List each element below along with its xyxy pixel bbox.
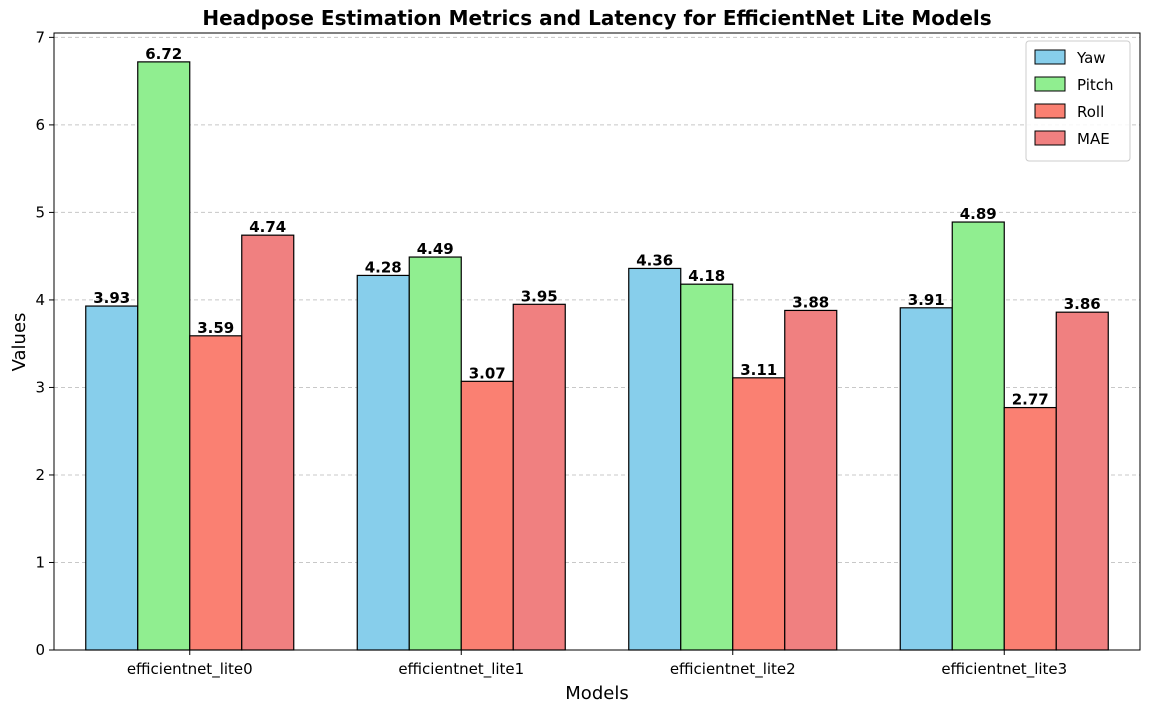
data-label: 6.72 — [145, 45, 182, 63]
legend-swatch — [1034, 49, 1066, 65]
bar-pitch-2 — [680, 283, 734, 651]
y-axis: 0 1 2 3 4 5 6 7 — [35, 28, 54, 659]
bar-pitch-1 — [408, 256, 462, 651]
y-tick-label: 1 — [35, 553, 45, 571]
legend-swatch — [1034, 103, 1066, 119]
data-label: 3.91 — [908, 291, 945, 309]
x-tick-label: efficientnet_lite3 — [941, 660, 1067, 679]
bar-roll-3 — [1003, 406, 1057, 651]
bar-yaw-1 — [356, 274, 410, 651]
y-tick-label: 3 — [35, 378, 45, 396]
bar-yaw-3 — [899, 307, 953, 651]
x-axis-label: Models — [565, 683, 628, 704]
y-tick-label: 0 — [35, 641, 45, 659]
data-label: 3.93 — [93, 289, 130, 307]
chart-title: Headpose Estimation Metrics and Latency … — [202, 6, 991, 30]
y-tick-label: 7 — [35, 28, 45, 46]
bar-mae-0 — [241, 234, 295, 651]
bars — [85, 61, 1109, 651]
data-label: 4.28 — [365, 258, 402, 276]
x-tick-label: efficientnet_lite2 — [670, 660, 796, 679]
legend-swatch — [1034, 130, 1066, 146]
data-label: 3.86 — [1064, 295, 1101, 313]
x-tick-label: efficientnet_lite1 — [398, 660, 524, 679]
x-axis: efficientnet_lite0 efficientnet_lite1 effi… — [127, 650, 1067, 679]
data-label: 4.89 — [960, 205, 997, 223]
y-axis-label: Values — [9, 313, 30, 372]
data-label: 3.88 — [792, 293, 829, 311]
bar-pitch-3 — [951, 221, 1005, 651]
bar-pitch-0 — [137, 61, 191, 651]
y-tick-label: 2 — [35, 466, 45, 484]
legend-label: Roll — [1077, 103, 1104, 121]
data-labels: 3.93 6.72 3.59 4.74 4.28 4.49 3.07 3.95 4.36 4.18… — [93, 45, 1101, 409]
plot-frame — [53, 32, 1141, 651]
bar-mae-3 — [1055, 311, 1109, 651]
bar-roll-2 — [732, 377, 786, 651]
bar-yaw-0 — [85, 305, 139, 651]
bar-yaw-2 — [628, 267, 682, 651]
legend-label: Yaw — [1076, 49, 1106, 67]
data-label: 3.59 — [197, 319, 234, 337]
y-tick-label: 5 — [35, 203, 45, 221]
data-label: 2.77 — [1012, 391, 1049, 409]
legend-label: Pitch — [1077, 76, 1114, 94]
legend-label: MAE — [1077, 130, 1110, 148]
bar-mae-1 — [512, 303, 566, 651]
y-tick-label: 6 — [35, 116, 45, 134]
data-label: 4.74 — [249, 218, 286, 236]
data-label: 4.36 — [636, 251, 673, 269]
legend-swatch — [1034, 76, 1066, 92]
legend: Yaw Pitch Roll MAE — [1025, 40, 1131, 162]
bar-roll-1 — [460, 380, 514, 651]
bar-roll-0 — [189, 335, 243, 651]
data-label: 3.07 — [469, 364, 506, 382]
y-tick-label: 4 — [35, 291, 45, 309]
x-tick-label: efficientnet_lite0 — [127, 660, 253, 679]
data-label: 3.95 — [521, 287, 558, 305]
data-label: 3.11 — [740, 361, 777, 379]
data-label: 4.18 — [688, 267, 725, 285]
data-label: 4.49 — [417, 240, 454, 258]
bar-mae-2 — [784, 309, 838, 651]
